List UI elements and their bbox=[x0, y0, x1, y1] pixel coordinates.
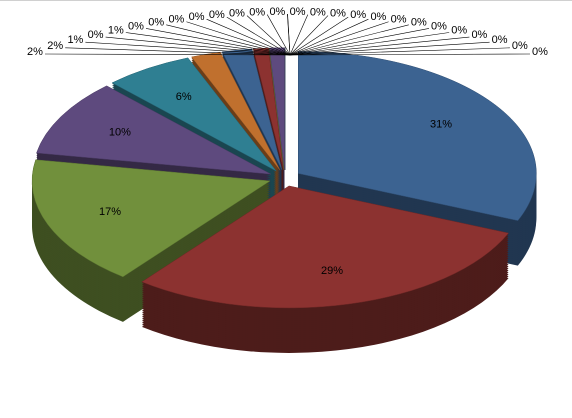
leader-line bbox=[289, 18, 369, 56]
data-label: 0% bbox=[451, 24, 467, 36]
leader-line bbox=[145, 28, 291, 56]
slice bbox=[191, 51, 281, 171]
leader-line bbox=[186, 21, 291, 56]
data-label: 31% bbox=[430, 119, 452, 131]
leader-line bbox=[246, 15, 291, 56]
data-label: 0% bbox=[128, 20, 144, 32]
data-label: 0% bbox=[269, 6, 285, 18]
data-label: 0% bbox=[168, 14, 184, 26]
data-label: 1% bbox=[108, 24, 124, 36]
data-label: 10% bbox=[109, 127, 131, 139]
leader-line bbox=[289, 16, 349, 56]
leader-line bbox=[266, 14, 291, 56]
slice bbox=[111, 57, 277, 172]
data-label: 0% bbox=[88, 29, 104, 41]
data-label: 2% bbox=[27, 46, 43, 58]
data-label: 2% bbox=[47, 40, 63, 52]
leader-line bbox=[85, 41, 291, 56]
data-label: 0% bbox=[492, 34, 508, 46]
data-label: 0% bbox=[431, 20, 447, 32]
data-label: 0% bbox=[310, 6, 326, 18]
data-label: 0% bbox=[512, 40, 528, 52]
data-label: 0% bbox=[391, 14, 407, 26]
data-label: 0% bbox=[209, 9, 225, 21]
leader-line bbox=[206, 18, 291, 56]
leader-line bbox=[289, 36, 470, 56]
pie bbox=[31, 47, 537, 353]
leader-line bbox=[287, 14, 291, 56]
data-label: 0% bbox=[189, 11, 205, 23]
leader-line bbox=[289, 28, 430, 56]
leader-line bbox=[289, 15, 329, 56]
data-label: 0% bbox=[350, 9, 366, 21]
leader-line bbox=[289, 24, 409, 56]
leader-line bbox=[289, 41, 490, 56]
data-label: 0% bbox=[330, 8, 346, 20]
data-label: 0% bbox=[532, 46, 548, 58]
data-label: 0% bbox=[471, 29, 487, 41]
leader-line bbox=[125, 32, 291, 56]
leader-line bbox=[166, 24, 291, 56]
data-label: 17% bbox=[99, 206, 121, 218]
data-label: 0% bbox=[290, 6, 306, 18]
slice bbox=[141, 185, 509, 309]
leader-line bbox=[44, 53, 291, 56]
leader-line bbox=[226, 16, 291, 56]
slice bbox=[31, 159, 271, 278]
slice-side bbox=[253, 53, 284, 175]
slice bbox=[298, 51, 537, 221]
data-label: 6% bbox=[176, 91, 192, 103]
slice-side bbox=[253, 51, 284, 173]
slice bbox=[221, 48, 283, 171]
data-label: 29% bbox=[321, 265, 343, 277]
leader-line bbox=[289, 47, 510, 56]
leader-line bbox=[65, 47, 291, 56]
data-label: 0% bbox=[249, 6, 265, 18]
leader-line bbox=[289, 53, 531, 56]
data-label: 0% bbox=[411, 17, 427, 29]
slice bbox=[269, 47, 285, 170]
data-label: 0% bbox=[148, 17, 164, 29]
leader-line bbox=[289, 32, 450, 56]
data-label: 0% bbox=[229, 8, 245, 20]
leader-line bbox=[289, 14, 309, 56]
data-label: 0% bbox=[370, 11, 386, 23]
leader-line bbox=[105, 36, 291, 56]
data-label: 1% bbox=[67, 34, 83, 46]
leader-line bbox=[289, 21, 389, 56]
slice bbox=[36, 85, 272, 175]
